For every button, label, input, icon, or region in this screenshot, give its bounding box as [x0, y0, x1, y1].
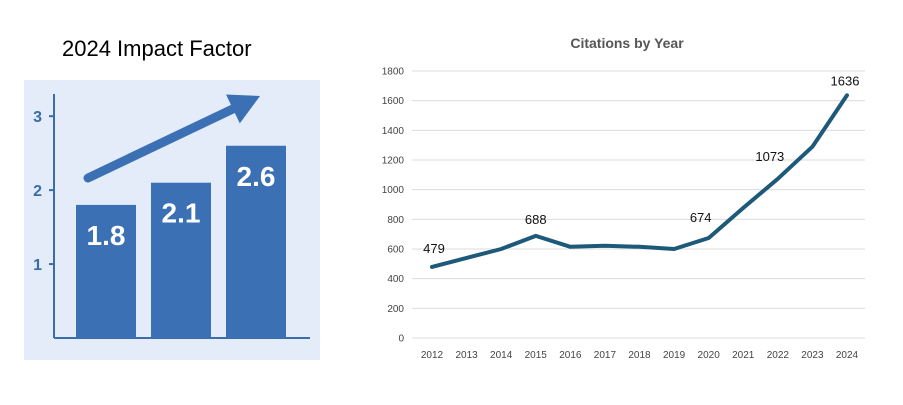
x-tick-label: 2017 [594, 350, 617, 361]
y-tick-label: 1600 [382, 96, 405, 107]
x-tick-label: 2022 [767, 350, 790, 361]
x-tick-label: 2015 [525, 350, 548, 361]
y-tick-label: 200 [387, 304, 404, 315]
bar-value-label: 1.8 [87, 220, 126, 251]
citations-series-line [430, 93, 849, 269]
x-tick-label: 2020 [698, 350, 721, 361]
data-point-label: 688 [525, 212, 547, 227]
impact-factor-bar [76, 204, 136, 338]
trend-arrow-shaft [83, 104, 238, 183]
x-tick-label: 2014 [490, 350, 513, 361]
data-point-label: 1073 [755, 149, 784, 164]
bar-value-label: 2.6 [237, 161, 276, 192]
citations-chart: Citations by Year 0 200 400 600 800 1000 1200 1… [382, 35, 865, 361]
impact-factor-chart: 1 2 3 1.8 2.1 2.6 [24, 80, 320, 360]
data-point-label: 674 [690, 210, 712, 225]
trend-arrow-head [226, 94, 260, 124]
y-tick-label: 400 [387, 274, 404, 285]
bar-value-label: 2.1 [162, 198, 201, 229]
y-tick-label: 3 [33, 109, 42, 126]
y-tick-label: 1800 [382, 67, 405, 78]
y-tick-label: 1400 [382, 126, 405, 137]
x-tick-label: 2018 [628, 350, 651, 361]
x-tick-label: 2019 [663, 350, 686, 361]
citations-title: Citations by Year [570, 35, 684, 51]
y-tick-label: 1200 [382, 156, 405, 167]
impact-factor-bar [151, 182, 211, 338]
impact-factor-title: 2024 Impact Factor [62, 36, 252, 61]
x-tick-label: 2023 [801, 350, 824, 361]
data-point-label: 1636 [831, 73, 860, 88]
x-tick-label: 2016 [559, 350, 582, 361]
x-tick-label: 2024 [836, 350, 859, 361]
y-tick-label: 600 [387, 245, 404, 256]
y-tick-label: 1000 [382, 185, 405, 196]
y-tick-label: 2 [33, 183, 42, 200]
impact-factor-bar [226, 145, 286, 338]
y-tick-label: 1 [33, 257, 42, 274]
data-point-label: 479 [423, 241, 445, 256]
y-tick-label: 0 [398, 334, 404, 345]
x-tick-label: 2012 [421, 350, 444, 361]
x-tick-label: 2013 [455, 350, 478, 361]
x-tick-label: 2021 [732, 350, 755, 361]
y-tick-label: 800 [387, 215, 404, 226]
